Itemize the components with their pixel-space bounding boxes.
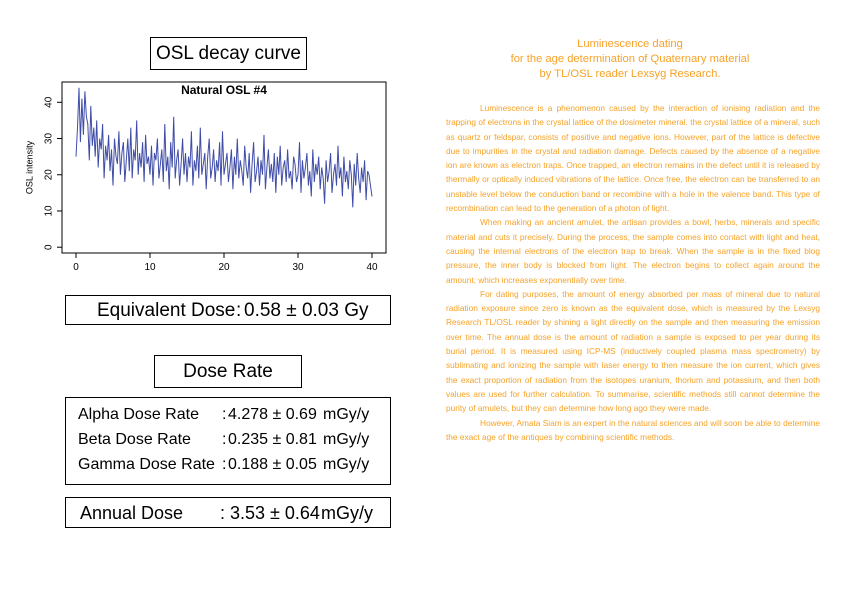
rate-unit: mGy/y: [323, 406, 370, 423]
dose-rate-title: Dose Rate: [154, 355, 302, 388]
rate-label: Beta Dose Rate: [78, 431, 191, 448]
article-paragraph: Luminescence is a phenomenon caused by t…: [446, 103, 820, 214]
x-tick-label: 40: [366, 262, 378, 273]
annual-dose-value: 3.53 ± 0.64: [230, 503, 320, 523]
osl-decay-curve-title-text: OSL decay curve: [155, 42, 302, 64]
chart-title: Natural OSL #4: [181, 83, 267, 97]
article-paragraph: For dating purposes, the amount of energ…: [446, 288, 820, 414]
equivalent-dose-label: Equivalent Dose: [97, 300, 236, 321]
x-tick-label: 30: [292, 262, 304, 273]
y-axis-label: OSL intensity: [24, 140, 34, 194]
osl-chart-svg: Natural OSL #4 0 10 20 30 40 0 10 20 30 40 OSL inte…: [24, 81, 387, 273]
rate-separator: :: [222, 406, 227, 423]
article-title: Luminescence dating for the age determin…: [460, 37, 800, 82]
x-tick-label: 20: [218, 262, 230, 273]
y-tick-label: 0: [44, 244, 55, 250]
x-tick-label: 0: [73, 262, 79, 273]
annual-dose-unit: mGy/y: [321, 503, 373, 523]
osl-decay-curve-title: OSL decay curve: [150, 37, 307, 70]
rate-value: 4.278 ± 0.69: [228, 406, 317, 423]
y-tick-label: 40: [44, 96, 55, 108]
article-title-line: for the age determination of Quaternary …: [510, 53, 750, 65]
article-title-line: Luminescence dating: [577, 38, 683, 50]
article-paragraph: When making an ancient amulet, the artis…: [446, 217, 820, 285]
dose-rate-table: Alpha Dose Rate : 4.278 ± 0.69 mGy/y Bet…: [65, 397, 391, 485]
rate-separator: :: [222, 431, 227, 448]
x-tick-label: 10: [144, 262, 156, 273]
article-paragraph: However, Amata Siam is an expert in the …: [446, 417, 820, 442]
rate-unit: mGy/y: [323, 431, 370, 448]
article-body: Luminescence is a phenomenon caused by t…: [446, 101, 820, 444]
osl-series-line: [75, 87, 373, 208]
annual-dose-box: Annual Dose : 3.53 ± 0.64 mGy/y: [65, 497, 391, 528]
rate-label: Gamma Dose Rate: [78, 456, 215, 473]
equivalent-dose-separator: :: [236, 300, 242, 321]
osl-chart: Natural OSL #4 0 10 20 30 40 0 10 20 30 40 OSL inte…: [20, 78, 400, 293]
annual-dose-label: Annual Dose: [80, 503, 184, 523]
rate-label: Alpha Dose Rate: [78, 406, 199, 423]
annual-dose-separator: :: [220, 503, 226, 523]
y-tick-label: 30: [44, 133, 55, 145]
rate-unit: mGy/y: [323, 456, 370, 473]
rate-separator: :: [222, 456, 227, 473]
y-tick-label: 20: [44, 169, 55, 181]
y-tick-label: 10: [44, 205, 55, 217]
article-title-line: by TL/OSL reader Lexsyg Research.: [539, 68, 721, 80]
equivalent-dose-value: 0.58 ± 0.03 Gy: [244, 300, 369, 321]
dose-rate-title-text: Dose Rate: [183, 360, 273, 382]
equivalent-dose-box: Equivalent Dose : 0.58 ± 0.03 Gy: [65, 295, 391, 325]
rate-value: 0.188 ± 0.05: [228, 456, 317, 473]
rate-value: 0.235 ± 0.81: [228, 431, 317, 448]
